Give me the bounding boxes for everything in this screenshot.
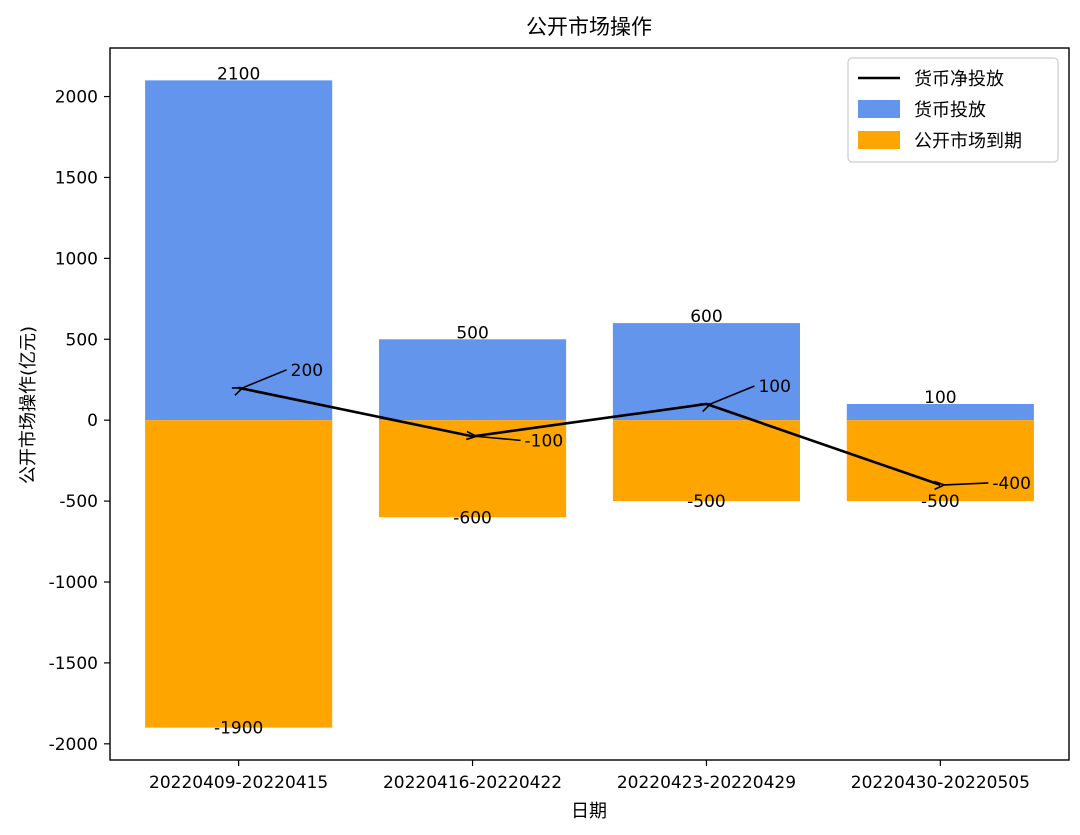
net-annotation-label-2: 100 xyxy=(758,377,790,397)
bar-label-maturity-3: -500 xyxy=(921,492,960,512)
y-tick-label-8: 2000 xyxy=(55,88,98,108)
legend xyxy=(847,57,1059,163)
legend-swatch-1 xyxy=(858,100,900,118)
bar-maturity-2 xyxy=(612,420,801,502)
x-tick-label-3: 20220430-20220505 xyxy=(851,773,1030,793)
bar-maturity-0 xyxy=(145,420,333,728)
y-tick-label-4: 0 xyxy=(87,411,98,431)
x-tick-label-1: 20220416-20220422 xyxy=(383,773,562,793)
y-tick-label-1: -1500 xyxy=(49,654,98,674)
y-tick-label-2: -1000 xyxy=(49,573,98,593)
plot-frame xyxy=(109,47,1070,761)
bar-label-injection-3: 100 xyxy=(924,388,956,408)
bar-label-maturity-2: -500 xyxy=(687,492,726,512)
y-tick-label-5: 500 xyxy=(66,330,98,350)
bar-label-injection-0: 2100 xyxy=(217,64,260,84)
y-tick-label-7: 1500 xyxy=(55,168,98,188)
legend-label-2: 公开市场到期 xyxy=(914,131,1022,152)
net-annotation-label-3: -400 xyxy=(992,474,1031,494)
y-axis-label: 公开市场操作(亿元) xyxy=(18,326,39,484)
bar-injection-1 xyxy=(378,339,567,421)
net-annotation-label-1: -100 xyxy=(525,431,564,451)
net-annotation-arrow-3 xyxy=(944,483,989,485)
x-axis-label: 日期 xyxy=(571,801,607,822)
net-annotation-label-0: 200 xyxy=(291,361,323,381)
net-annotation-arrow-2 xyxy=(710,385,755,404)
net-annotation-arrow-0 xyxy=(243,369,287,388)
y-tick-label-6: 1000 xyxy=(55,249,98,269)
legend-label-0: 货币净投放 xyxy=(914,69,1004,90)
y-tick-label-0: -2000 xyxy=(49,735,98,755)
bar-injection-2 xyxy=(612,323,801,421)
bar-injection-3 xyxy=(846,404,1034,421)
x-tick-label-0: 20220409-20220415 xyxy=(149,773,328,793)
bar-label-injection-1: 500 xyxy=(456,323,488,343)
net-annotation-arrow-1 xyxy=(477,436,521,442)
x-tick-label-2: 20220423-20220429 xyxy=(617,773,796,793)
legend-swatch-2 xyxy=(858,131,900,149)
bar-label-injection-2: 600 xyxy=(690,307,722,327)
y-tick-label-3: -500 xyxy=(59,492,98,512)
chart-title: 公开市场操作 xyxy=(526,15,652,39)
plot-area: 2100 500 600 100 -1900 -600 -500 -500 200 -100 100… xyxy=(49,47,1070,793)
legend-label-1: 货币投放 xyxy=(914,100,986,121)
bar-label-maturity-0: -1900 xyxy=(214,719,263,739)
bar-injection-0 xyxy=(145,80,333,421)
bar-label-maturity-1: -600 xyxy=(453,508,492,528)
net-injection-line xyxy=(238,386,941,487)
